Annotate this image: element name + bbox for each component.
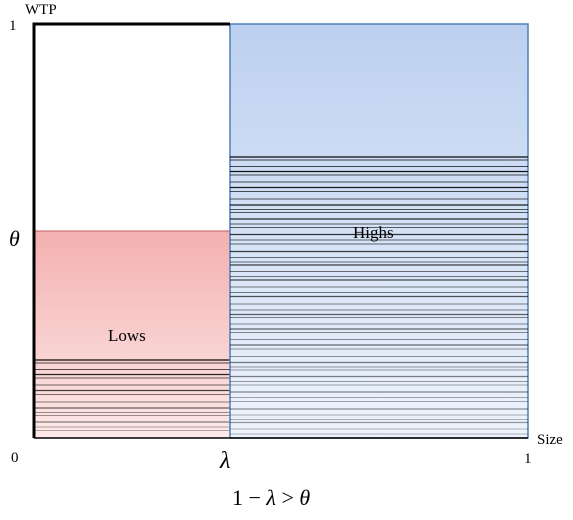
- condition-formula: 1 − λ > θ: [232, 485, 310, 510]
- condition-greater-than: >: [276, 485, 299, 510]
- wtp-frame-line: [32, 22, 230, 438]
- lambda-label: λ: [219, 448, 230, 474]
- highs-demand-lines: [230, 156, 528, 435]
- y-axis-label: WTP: [25, 2, 57, 18]
- y-top-tick-label: 1: [9, 18, 17, 34]
- condition-lambda: λ: [265, 485, 276, 510]
- x-axis-label: Size: [537, 432, 563, 448]
- origin-label: 0: [11, 450, 19, 466]
- lows-label: Lows: [108, 326, 146, 345]
- condition-theta: θ: [299, 485, 310, 510]
- x-right-tick-label: 1: [524, 451, 532, 467]
- lows-demand-lines: [34, 359, 230, 431]
- lows-region: [33, 230, 231, 439]
- highs-label: Highs: [353, 223, 394, 242]
- theta-label: θ: [9, 226, 20, 251]
- condition-one-minus: 1 −: [232, 485, 266, 510]
- highs-region: [229, 23, 529, 439]
